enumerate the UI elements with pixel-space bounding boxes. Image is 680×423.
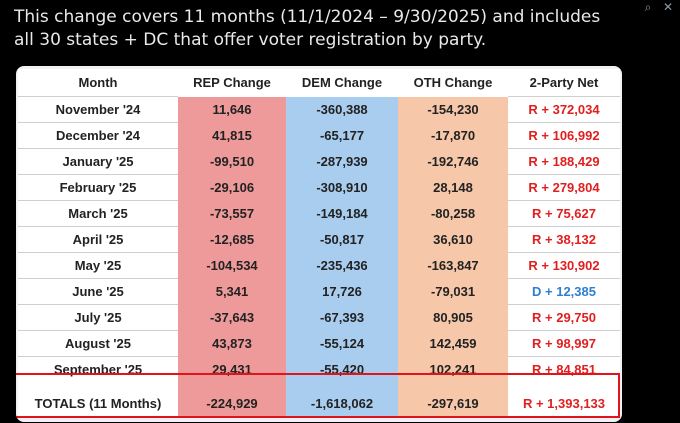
month-cell: July '25 — [18, 304, 178, 331]
oth-change-cell: 80,905 — [398, 304, 508, 331]
totals-row: TOTALS (11 Months) -224,929 -1,618,062 -297… — [18, 390, 620, 416]
oth-change-cell: -80,258 — [398, 200, 508, 227]
header-rep-change: REP Change — [178, 69, 286, 97]
dem-change-cell: -55,124 — [286, 330, 398, 357]
rep-change-cell: 41,815 — [178, 122, 286, 149]
table-row: June '25 5,341 17,726 -79,031 D + 12,385 — [18, 278, 620, 305]
post-text: This change covers 11 months (11/1/2024 … — [14, 7, 601, 50]
dem-change-cell: -65,177 — [286, 122, 398, 149]
table-row: April '25 -12,685 -50,817 36,610 R + 38,132 — [18, 226, 620, 253]
table-header-row: Month REP Change DEM Change OTH Change 2… — [18, 69, 620, 97]
dem-change-cell: -67,393 — [286, 304, 398, 331]
two-party-net-cell: R + 279,804 — [508, 174, 620, 201]
rep-change-cell: 29,431 — [178, 356, 286, 382]
rep-change-cell: -37,643 — [178, 304, 286, 331]
dem-change-cell: -1,618,062 — [286, 390, 398, 416]
dem-change-cell: 17,726 — [286, 278, 398, 305]
month-cell: February '25 — [18, 174, 178, 201]
table-row: August '25 43,873 -55,124 142,459 R + 98,997 — [18, 330, 620, 357]
oth-change-cell: 28,148 — [398, 174, 508, 201]
header-dem-change: DEM Change — [286, 69, 398, 97]
close-icon[interactable]: ✕ — [662, 0, 674, 14]
month-cell: August '25 — [18, 330, 178, 357]
dem-change-cell: -308,910 — [286, 174, 398, 201]
month-cell: December '24 — [18, 122, 178, 149]
two-party-net-cell: R + 29,750 — [508, 304, 620, 331]
two-party-net-cell: R + 106,992 — [508, 122, 620, 149]
table-row: September '25 29,431 -55,420 102,241 R + 84,… — [18, 356, 620, 382]
two-party-net-cell: R + 84,851 — [508, 356, 620, 382]
table-row: November '24 11,646 -360,388 -154,230 R + 37… — [18, 96, 620, 123]
oth-change-cell: -17,870 — [398, 122, 508, 149]
spacer-cell — [398, 382, 508, 390]
month-cell: June '25 — [18, 278, 178, 305]
two-party-net-cell: D + 12,385 — [508, 278, 620, 305]
rep-change-cell: -104,534 — [178, 252, 286, 279]
oth-change-cell: 102,241 — [398, 356, 508, 382]
dem-change-cell: -360,388 — [286, 96, 398, 123]
two-party-net-cell: R + 75,627 — [508, 200, 620, 227]
table-image: Month REP Change DEM Change OTH Change 2… — [16, 66, 622, 422]
month-cell: September '25 — [18, 356, 178, 382]
header-two-party-net: 2-Party Net — [508, 69, 620, 97]
two-party-net-cell: R + 38,132 — [508, 226, 620, 253]
registration-table: Month REP Change DEM Change OTH Change 2… — [18, 69, 620, 416]
two-party-net-cell: R + 1,393,133 — [508, 390, 620, 416]
rep-change-cell: -29,106 — [178, 174, 286, 201]
rep-change-cell: 5,341 — [178, 278, 286, 305]
rep-change-cell: -99,510 — [178, 148, 286, 175]
rep-change-cell: -73,557 — [178, 200, 286, 227]
two-party-net-cell: R + 372,034 — [508, 96, 620, 123]
dem-change-cell: -149,184 — [286, 200, 398, 227]
rep-change-cell: 11,646 — [178, 96, 286, 123]
table-row: March '25 -73,557 -149,184 -80,258 R + 75,62… — [18, 200, 620, 227]
oth-change-cell: -163,847 — [398, 252, 508, 279]
spacer-row — [18, 382, 620, 390]
spacer-cell — [508, 382, 620, 390]
table-row: February '25 -29,106 -308,910 28,148 R + 279… — [18, 174, 620, 201]
header-month: Month — [18, 69, 178, 97]
two-party-net-cell: R + 188,429 — [508, 148, 620, 175]
table-row: July '25 -37,643 -67,393 80,905 R + 29,750 — [18, 304, 620, 331]
month-cell: TOTALS (11 Months) — [18, 390, 178, 416]
spacer-cell — [18, 382, 178, 390]
month-cell: May '25 — [18, 252, 178, 279]
two-party-net-cell: R + 130,902 — [508, 252, 620, 279]
sidebar-strip — [632, 20, 680, 423]
month-cell: March '25 — [18, 200, 178, 227]
dem-change-cell: -50,817 — [286, 226, 398, 253]
magnifier-icon[interactable]: ⌕ — [644, 0, 652, 14]
oth-change-cell: -192,746 — [398, 148, 508, 175]
dem-change-cell: -287,939 — [286, 148, 398, 175]
oth-change-cell: -297,619 — [398, 390, 508, 416]
oth-change-cell: -154,230 — [398, 96, 508, 123]
rep-change-cell: -224,929 — [178, 390, 286, 416]
header-oth-change: OTH Change — [398, 69, 508, 97]
dem-change-cell: -235,436 — [286, 252, 398, 279]
table-body: November '24 11,646 -360,388 -154,230 R + 37… — [18, 96, 620, 416]
rep-change-cell: 43,873 — [178, 330, 286, 357]
spacer-cell — [178, 382, 286, 390]
two-party-net-cell: R + 98,997 — [508, 330, 620, 357]
dem-change-cell: -55,420 — [286, 356, 398, 382]
oth-change-cell: 36,610 — [398, 226, 508, 253]
rep-change-cell: -12,685 — [178, 226, 286, 253]
month-cell: November '24 — [18, 96, 178, 123]
table-row: December '24 41,815 -65,177 -17,870 R + 106,… — [18, 122, 620, 149]
table-row: May '25 -104,534 -235,436 -163,847 R + 130,9… — [18, 252, 620, 279]
oth-change-cell: 142,459 — [398, 330, 508, 357]
oth-change-cell: -79,031 — [398, 278, 508, 305]
table-row: January '25 -99,510 -287,939 -192,746 R + 18… — [18, 148, 620, 175]
month-cell: April '25 — [18, 226, 178, 253]
spacer-cell — [286, 382, 398, 390]
month-cell: January '25 — [18, 148, 178, 175]
